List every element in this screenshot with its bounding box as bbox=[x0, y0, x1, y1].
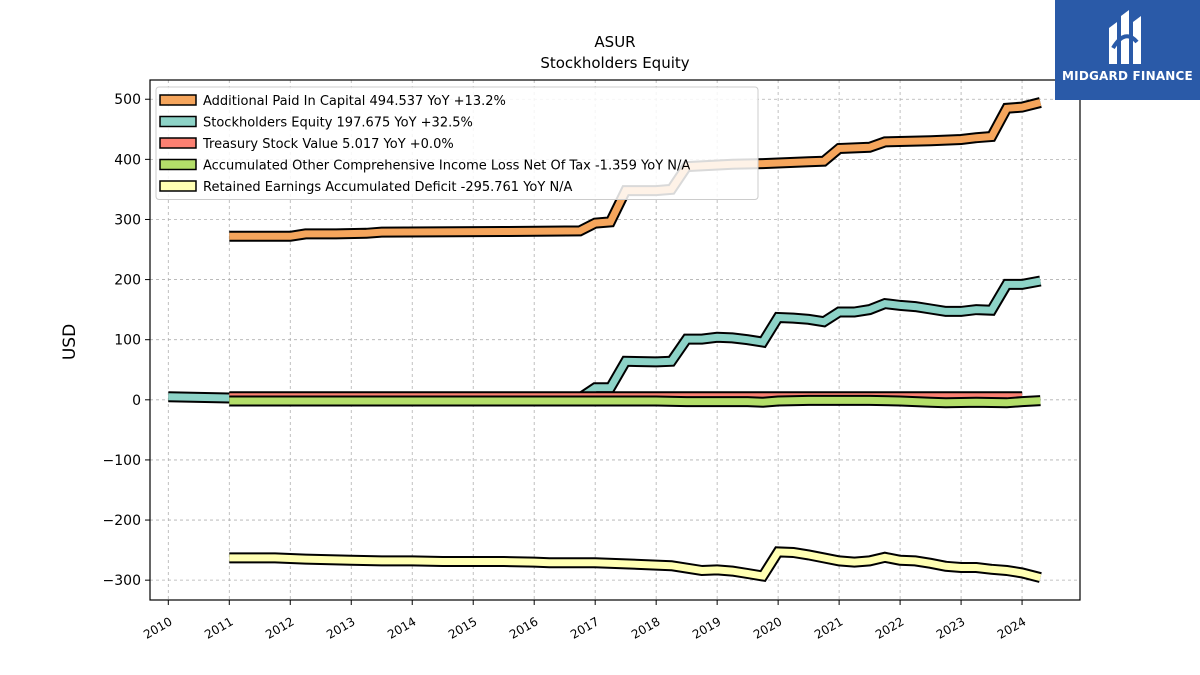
logo-text: MIDGARD FINANCE bbox=[1062, 69, 1193, 83]
y-axis-label: USD bbox=[60, 324, 80, 360]
series-outline-stockholders-equity bbox=[168, 275, 1042, 404]
chart-subtitle: Stockholders Equity bbox=[540, 54, 689, 72]
midgard-finance-logo: MIDGARD FINANCE bbox=[1055, 0, 1200, 100]
y-tick-label: −300 bbox=[103, 573, 141, 589]
x-tick-label: 2010 bbox=[141, 614, 174, 641]
legend: Additional Paid In Capital 494.537 YoY +… bbox=[155, 86, 759, 200]
chart-title: ASUR bbox=[594, 33, 635, 51]
legend-entry: Retained Earnings Accumulated Deficit -2… bbox=[203, 180, 573, 195]
legend-swatch bbox=[159, 94, 197, 106]
legend-entry: Stockholders Equity 197.675 YoY +32.5% bbox=[203, 116, 473, 131]
x-tick-label: 2019 bbox=[690, 614, 723, 641]
y-tick-label: 100 bbox=[114, 333, 141, 349]
x-tick-label: 2013 bbox=[324, 614, 357, 641]
x-tick-label: 2016 bbox=[507, 614, 540, 641]
y-tick-label: −100 bbox=[103, 453, 141, 469]
legend-entry: Treasury Stock Value 5.017 YoY +0.0% bbox=[202, 137, 454, 152]
y-tick-label: −200 bbox=[103, 513, 141, 529]
legend-box bbox=[155, 86, 759, 200]
x-tick-label: 2021 bbox=[812, 614, 845, 641]
legend-swatch bbox=[159, 137, 197, 149]
series-line-retained-earnings-accumulated-deficit bbox=[229, 548, 1042, 581]
series-line-stockholders-equity bbox=[168, 277, 1042, 402]
series-line-accumulated-other-comprehensive-income-loss-net-of-tax bbox=[229, 396, 1041, 407]
x-tick-label: 2022 bbox=[873, 614, 906, 641]
y-tick-label: 500 bbox=[114, 92, 141, 108]
legend-swatch bbox=[159, 158, 197, 171]
x-tick-label: 2011 bbox=[202, 614, 235, 641]
legend-swatch bbox=[159, 115, 197, 128]
y-tick-label: 300 bbox=[114, 212, 141, 228]
x-tick-label: 2017 bbox=[568, 614, 601, 641]
y-tick-label: 200 bbox=[114, 273, 141, 289]
x-tick-label: 2020 bbox=[751, 614, 784, 641]
y-tick-label: 0 bbox=[132, 393, 141, 409]
x-tick-label: 2012 bbox=[263, 614, 296, 641]
x-tick-label: 2014 bbox=[385, 614, 418, 641]
midgard-finance-logo-icon bbox=[1109, 10, 1141, 64]
x-tick-label: 2024 bbox=[995, 614, 1028, 641]
y-tick-label: 400 bbox=[114, 152, 141, 168]
legend-entry: Accumulated Other Comprehensive Income L… bbox=[203, 159, 690, 174]
x-tick-label: 2015 bbox=[446, 614, 479, 641]
legend-swatch bbox=[159, 180, 197, 192]
x-tick-label: 2018 bbox=[629, 614, 662, 641]
legend-entry: Additional Paid In Capital 494.537 YoY +… bbox=[203, 94, 506, 109]
x-tick-label: 2023 bbox=[934, 614, 967, 641]
